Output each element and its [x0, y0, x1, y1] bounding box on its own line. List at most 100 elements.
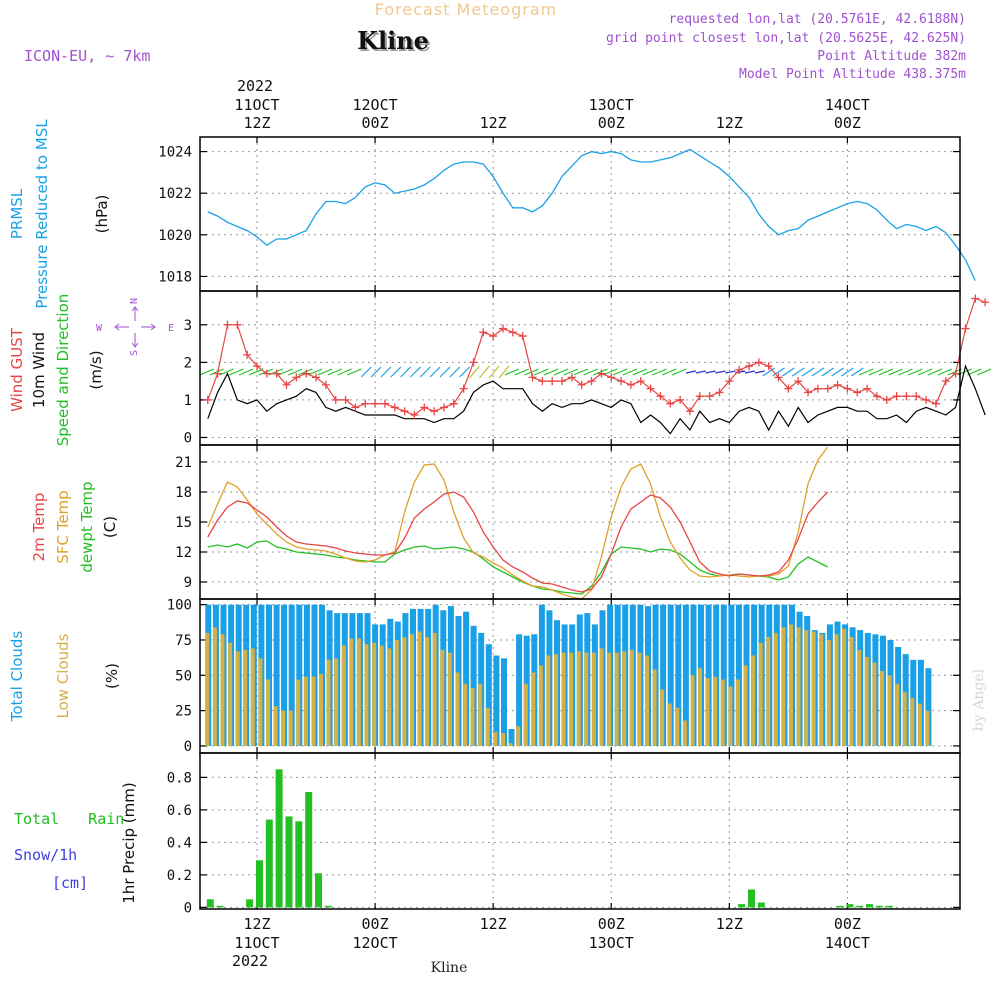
top-hour-label: 00Z [598, 114, 625, 132]
low-cloud-bar [917, 703, 922, 746]
wind-arrow [762, 367, 776, 377]
station-name: Kline [357, 26, 429, 55]
pressure-label: Pressure Reduced to MSL [33, 119, 51, 309]
gust-marker [282, 380, 291, 389]
compass-e-label: E [168, 323, 174, 334]
gust-marker [587, 377, 596, 386]
low-cloud-bar [849, 637, 854, 746]
low-cloud-bar [281, 710, 286, 746]
low-cloud-bar [796, 627, 801, 746]
wind-arrow [603, 368, 618, 376]
y-tick-label: 12 [175, 545, 192, 561]
total-cloud-bar [667, 604, 674, 746]
low-cloud-bar [607, 652, 612, 746]
snow-label: Snow/1h [14, 846, 77, 864]
compass-s-label: S [129, 350, 140, 356]
top-date-label: 12OCT [353, 96, 398, 114]
low-cloud-bar [804, 630, 809, 746]
gust-marker [656, 392, 665, 401]
low-cloud-bar [857, 649, 862, 746]
low-cloud-bar [516, 726, 521, 746]
wind-arrow [593, 368, 608, 376]
wind-gust-label: Wind GUST [8, 327, 26, 412]
total-cloud-bar [508, 729, 515, 746]
gust-marker [312, 373, 321, 382]
y-tick-label: 100 [167, 598, 192, 614]
low-cloud-bar [690, 675, 695, 746]
model-name: ICON-EU, ~ 7km [24, 47, 150, 65]
low-cloud-bar [379, 645, 384, 746]
wind-arrow [831, 367, 844, 377]
wind-arrow [209, 368, 224, 376]
pressure-line [207, 148, 976, 281]
gust-marker [922, 395, 931, 404]
low-cloud-bar [303, 676, 308, 746]
low-cloud-bar [925, 710, 930, 746]
pressure-unit-label: (hPa) [93, 195, 111, 234]
total-cloud-bar [266, 604, 272, 746]
rain-bar [875, 905, 883, 908]
low-cloud-bar [470, 688, 475, 746]
bottom-date-label: 14OCT [825, 934, 870, 952]
wind-arrow [229, 368, 244, 376]
rain-bar [285, 816, 293, 908]
low-cloud-bar [372, 642, 377, 746]
low-cloud-bar [569, 652, 574, 746]
low-cloud-bar [546, 655, 551, 746]
total-cloud-bar [675, 604, 682, 746]
rain-bar [256, 860, 263, 908]
gust-marker [892, 392, 901, 401]
wind-arrow [801, 367, 815, 377]
top-date-label: 14OCT [825, 96, 870, 114]
gust-marker [508, 328, 517, 337]
low-cloud-bar [356, 638, 361, 746]
low-cloud-bar [554, 654, 558, 746]
total-rain-label: Total Rain [14, 810, 124, 828]
wind-arrow [908, 368, 923, 376]
rain-bar [885, 905, 893, 908]
rain-bar [206, 899, 214, 908]
y-tick-label: 25 [175, 704, 192, 720]
total-cloud-bar [463, 611, 470, 746]
low-cloud-bar [743, 665, 748, 746]
wind-arrow [782, 367, 795, 377]
low-cloud-bar [523, 683, 528, 746]
low-cloud-bar [735, 679, 740, 746]
gust-marker [538, 377, 547, 386]
gust-marker [646, 384, 655, 393]
wind-arrow [410, 366, 421, 378]
wind-arrow [238, 368, 254, 376]
sfc-temp-line [207, 446, 829, 600]
y-tick-label: 1 [184, 393, 192, 409]
rain-bar [866, 904, 873, 908]
gust-marker [666, 399, 675, 408]
low-cloud-bar [478, 683, 483, 746]
gust-marker [479, 328, 488, 337]
low-cloud-bar [425, 637, 430, 746]
low-cloud-bar [887, 675, 892, 746]
gust-marker [528, 373, 537, 382]
panel-frame [199, 752, 961, 910]
total-cloud-bar [470, 625, 477, 746]
low-cloud-bar [561, 652, 566, 746]
total-cloud-bar [705, 604, 712, 746]
low-cloud-bar [508, 743, 513, 746]
gust-marker [203, 395, 212, 404]
wind-arrow [967, 368, 982, 376]
wind-arrow [514, 368, 529, 376]
wind-arrow [695, 370, 706, 374]
bottom-hour-label: 00Z [834, 915, 861, 933]
wind-gust-line [207, 297, 986, 416]
y-tick-label: 1020 [158, 228, 192, 244]
total-cloud-bar [925, 668, 932, 746]
clouds-unit-label: (%) [103, 663, 121, 689]
gust-marker [902, 392, 911, 401]
wind-arrow [632, 368, 647, 376]
low-cloud-bar [212, 627, 217, 746]
compass-n-label: N [129, 298, 140, 304]
wind-arrow [288, 368, 303, 376]
wind-arrow [390, 366, 402, 378]
gust-marker [597, 369, 606, 378]
bottom-year-label: 2022 [232, 952, 268, 970]
